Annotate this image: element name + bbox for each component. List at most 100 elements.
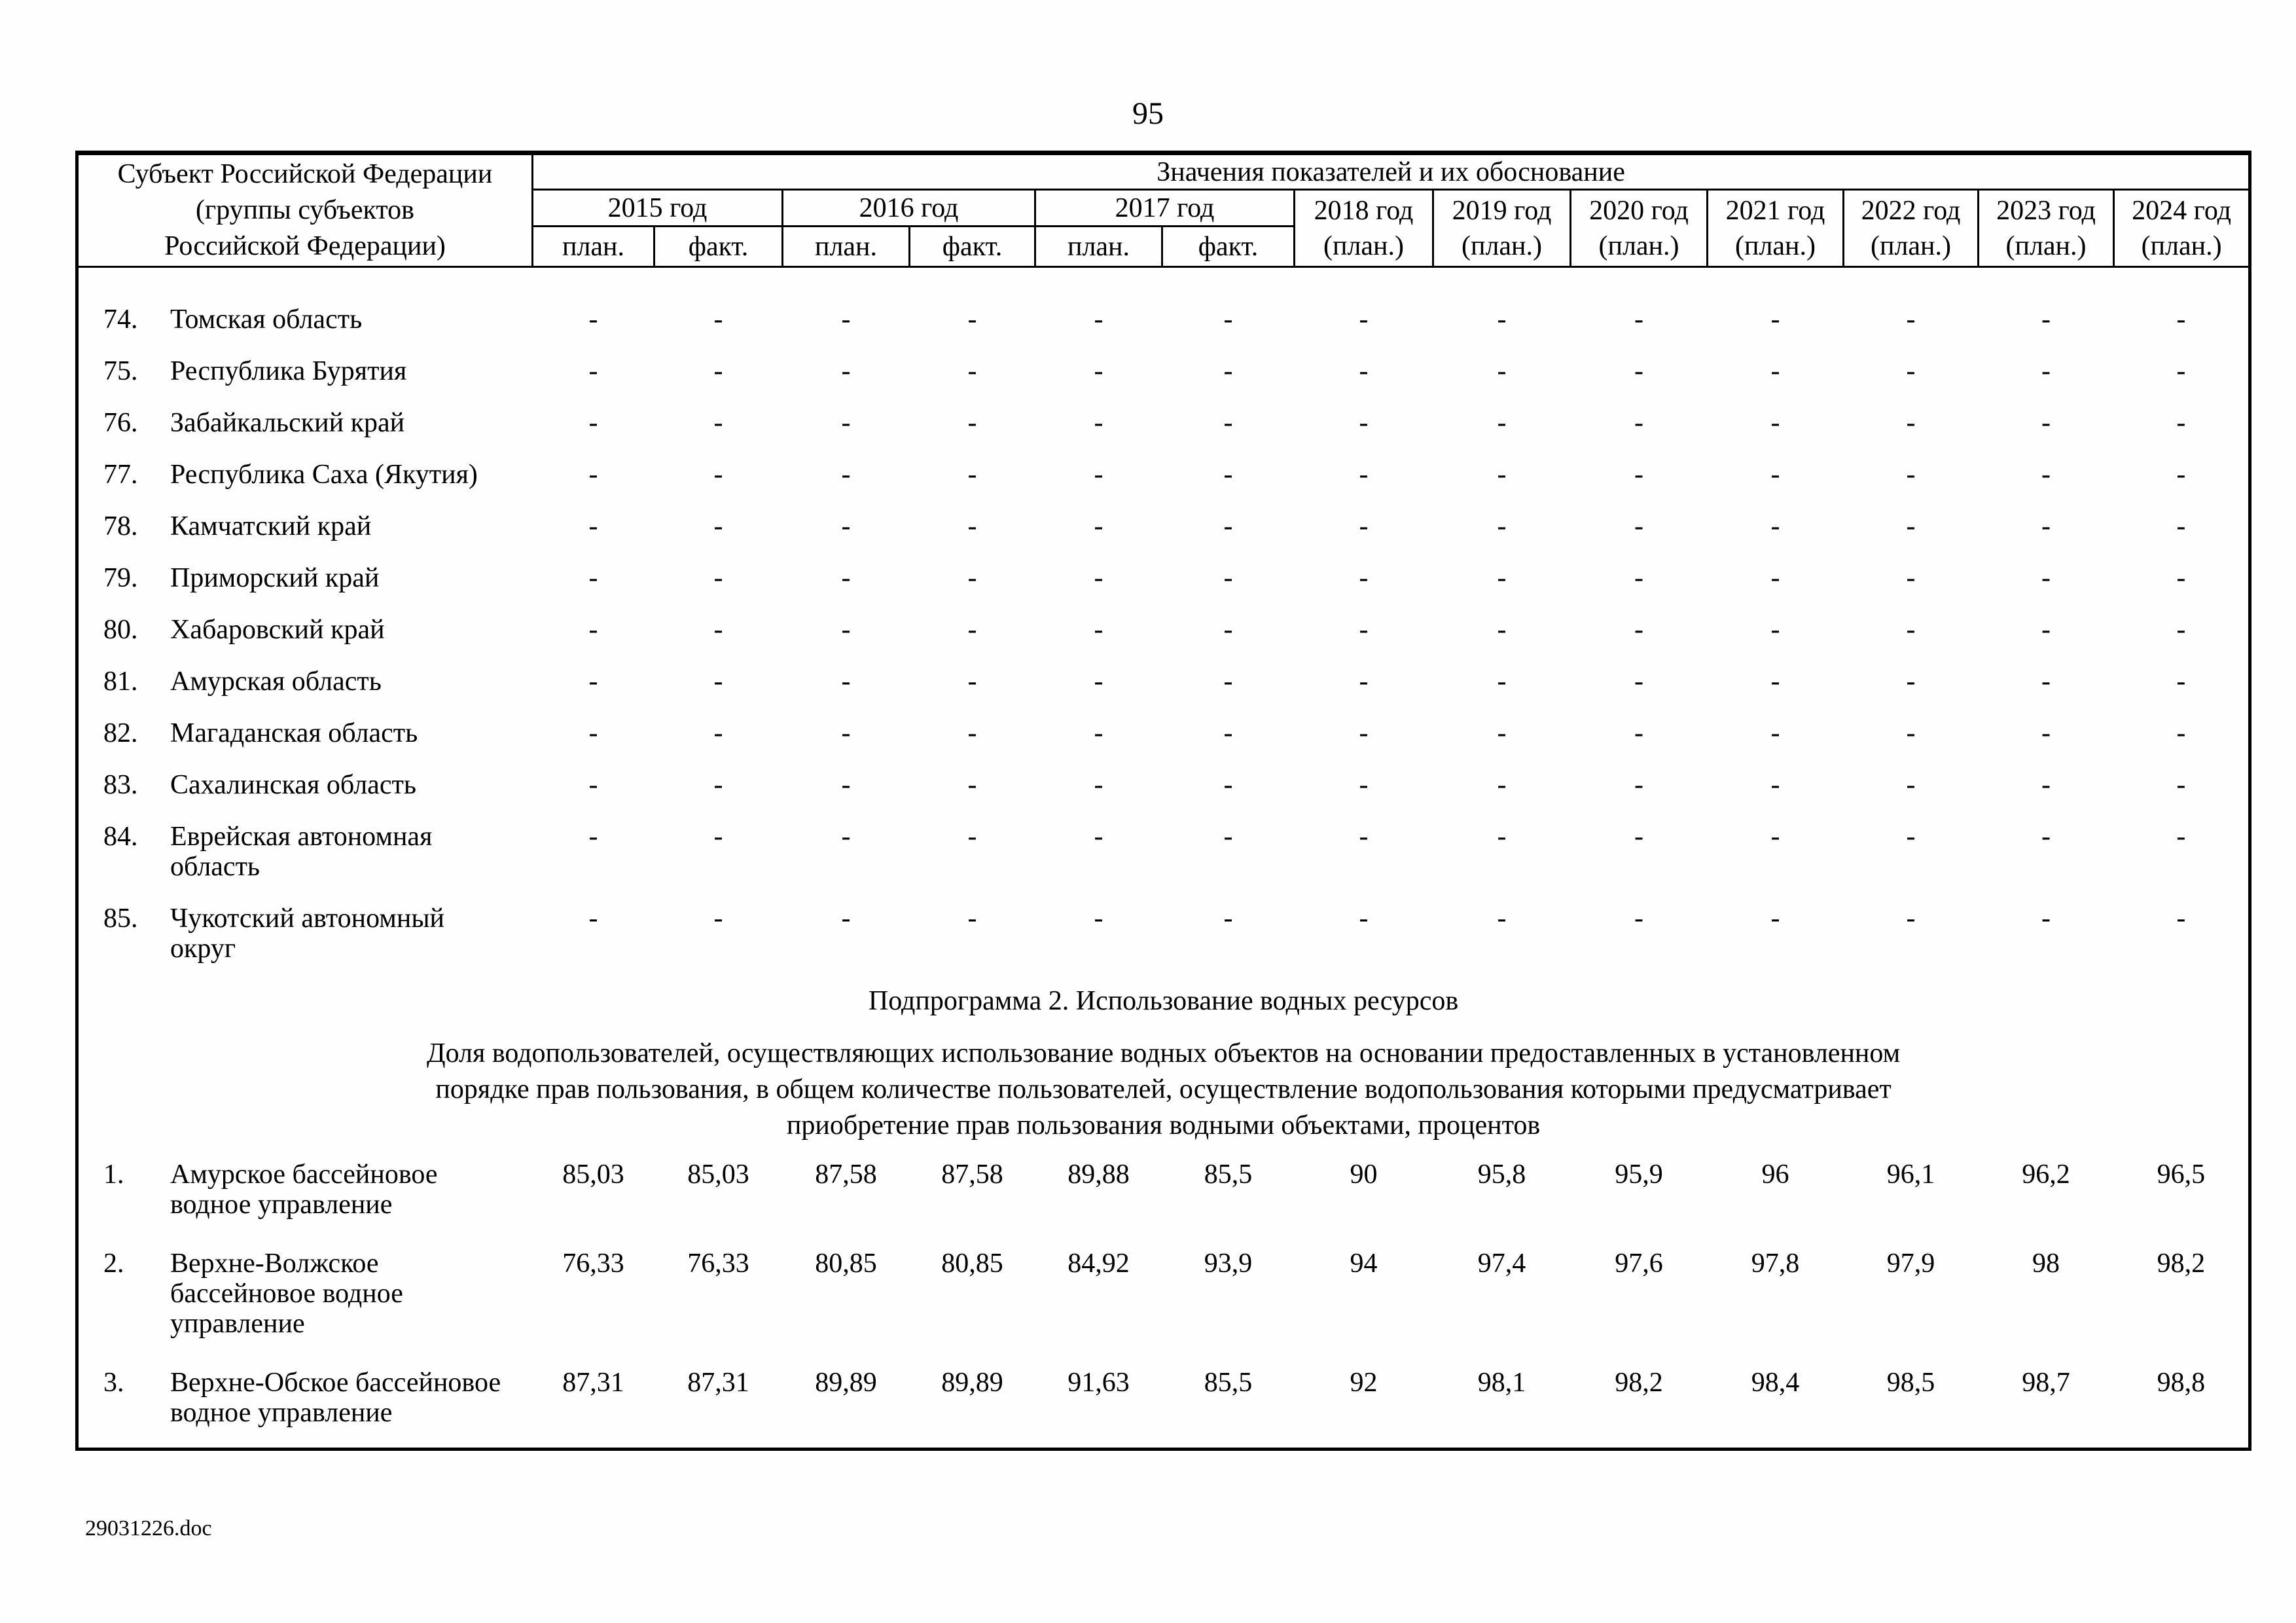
value-cell: - (1497, 822, 1507, 852)
value-cell: 97,8 (1751, 1249, 1800, 1279)
value-cell: - (1497, 615, 1507, 645)
value-cell: 98,2 (2157, 1249, 2206, 1279)
row-title: Верхне-Волжское бассейновое водное управ… (170, 1249, 403, 1339)
row-label-wrap: 75. Республика Бурятия (79, 356, 533, 386)
value-cell: - (1094, 511, 1103, 541)
value-cell: 96,5 (2157, 1159, 2206, 1190)
value-cell: - (1223, 718, 1233, 748)
value-cell: - (588, 822, 598, 852)
value-cell: - (1359, 511, 1369, 541)
value-cell: - (1223, 408, 1233, 438)
value-cell: - (967, 563, 977, 593)
value-cell: - (841, 460, 851, 490)
value-cell: - (1634, 356, 1643, 386)
value-cell: - (1770, 903, 1780, 934)
year-header: 2019 год (план.) (1432, 189, 1571, 268)
value-cell: - (841, 615, 851, 645)
value-cell: - (713, 822, 723, 852)
row-label-cell: 2. Верхне-Волжское бассейновое водное упр… (77, 1239, 533, 1359)
value-cell: - (1906, 770, 1916, 800)
row-title: Приморский край (170, 563, 380, 593)
value-cell: - (841, 903, 851, 934)
value-cell: - (588, 408, 598, 438)
value-cell: - (1770, 408, 1780, 438)
row-number: 79. (103, 563, 138, 593)
row-label-wrap: 83. Сахалинская область (79, 770, 533, 800)
measure-header-row: план. факт. план. факт. план. факт. (77, 225, 2250, 268)
value-cell: 80,85 (941, 1249, 1003, 1279)
row-title: Магаданская область (170, 718, 418, 748)
table-header: Субъект Российской Федерации (группы суб… (76, 152, 2251, 268)
value-cell: - (1497, 460, 1507, 490)
value-cell: - (2041, 615, 2051, 645)
row-number: 2. (103, 1249, 124, 1279)
year-header: 2022 год (план.) (1842, 189, 1979, 268)
value-cell: - (1094, 460, 1103, 490)
value-cell: - (2041, 511, 2051, 541)
basin-row: 1. Амурское бассейновое водное управление… (77, 1150, 2250, 1239)
value-cell: - (1906, 615, 1916, 645)
year-header: 2016 год (781, 189, 1036, 227)
year-header: 2024 год (план.) (2112, 189, 2251, 268)
value-cell: - (841, 822, 851, 852)
value-cell: - (2176, 770, 2186, 800)
value-cell: - (2176, 718, 2186, 748)
region-row: 84. Еврейская автономная область - - - - - - - - -… (77, 811, 2250, 893)
value-cell: - (1223, 356, 1233, 386)
value-cell: - (841, 408, 851, 438)
value-cell: - (967, 460, 977, 490)
value-cell: - (1634, 615, 1643, 645)
indicator-title: Доля водопользователей, осуществляющих и… (426, 1038, 1901, 1140)
indicator-title-row: Доля водопользователей, осуществляющих и… (77, 1021, 2250, 1150)
region-row: 79. Приморский край - - - - - - - - - - - - - (77, 553, 2250, 604)
region-row: 82. Магаданская область - - - - - - - - - - - - - (77, 708, 2250, 759)
value-cell: - (1906, 718, 1916, 748)
value-cell: - (1634, 822, 1643, 852)
value-cell: - (1634, 511, 1643, 541)
value-cell: 85,5 (1204, 1159, 1253, 1190)
row-title: Амурское бассейновое водное управление (170, 1159, 438, 1220)
year-header-row: 2015 год 2016 год 2017 год 2018 год (план.)… (77, 189, 2251, 268)
value-cell: 96,1 (1886, 1159, 1935, 1190)
row-label-wrap: 80. Хабаровский край (79, 615, 533, 645)
value-cell: 95,8 (1477, 1159, 1526, 1190)
value-cell: - (588, 460, 598, 490)
value-cell: - (588, 304, 598, 335)
values-header: Значения показателей и их обоснование (531, 152, 2251, 191)
value-cell: - (1770, 666, 1780, 697)
year-header: 2023 год (план.) (1977, 189, 2115, 268)
row-title: Сахалинская область (170, 770, 416, 800)
value-cell: - (967, 822, 977, 852)
value-cell: - (713, 511, 723, 541)
value-cell: - (713, 666, 723, 697)
row-title: Верхне-Обское бассейновое водное управле… (170, 1368, 501, 1428)
value-cell: 80,85 (815, 1249, 877, 1279)
measure-header: факт. (908, 225, 1036, 268)
row-label-cell: 75. Республика Бурятия (77, 346, 533, 397)
value-cell: - (1359, 718, 1369, 748)
value-cell: 87,58 (941, 1159, 1003, 1190)
value-cell: - (2176, 615, 2186, 645)
indicators-table: Субъект Российской Федерации (группы суб… (75, 151, 2252, 1451)
value-cell: - (1223, 822, 1233, 852)
value-cell: 89,89 (941, 1368, 1003, 1398)
row-number: 83. (103, 770, 138, 800)
row-label-cell: 74. Томская область (77, 267, 533, 346)
value-cell: - (1770, 822, 1780, 852)
value-cell: - (588, 770, 598, 800)
value-cell: - (588, 666, 598, 697)
value-cell: - (1223, 511, 1233, 541)
row-number: 1. (103, 1159, 124, 1190)
measure-header: факт. (1161, 225, 1295, 268)
value-cell: - (2176, 356, 2186, 386)
value-cell: - (1634, 718, 1643, 748)
row-label-cell: 77. Республика Саха (Якутия) (77, 449, 533, 501)
value-cell: - (1634, 903, 1643, 934)
value-cell: - (1906, 666, 1916, 697)
value-cell: - (841, 563, 851, 593)
value-cell: - (2041, 903, 2051, 934)
value-cell: - (2176, 408, 2186, 438)
row-number: 78. (103, 511, 138, 541)
row-label-wrap: 77. Республика Саха (Якутия) (79, 460, 533, 490)
value-cell: - (1770, 511, 1780, 541)
